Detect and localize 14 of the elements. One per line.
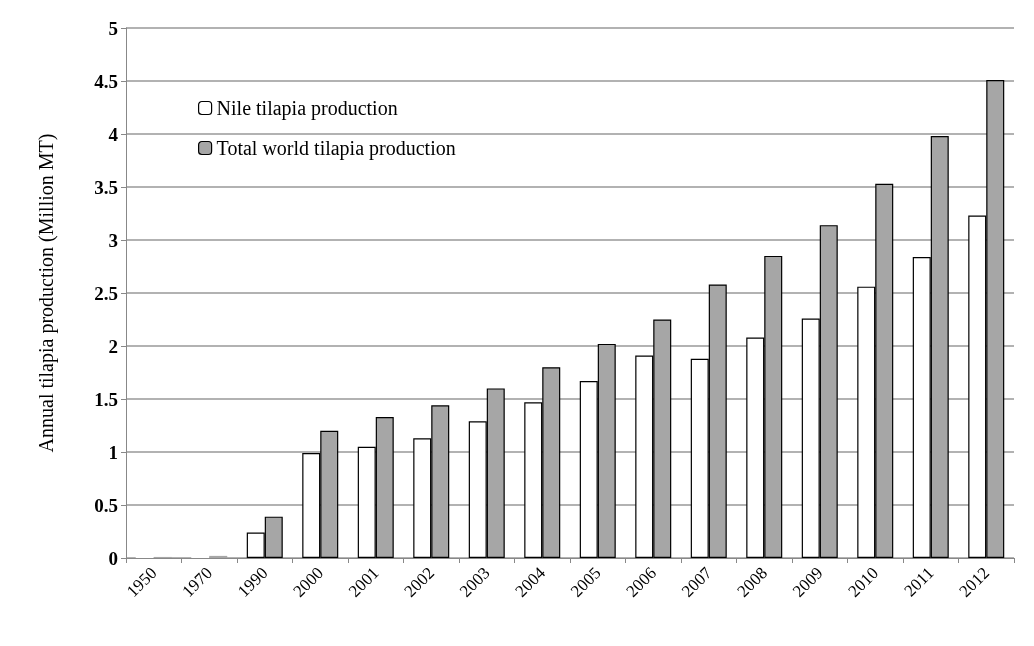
- legend-label: Total world tilapia production: [216, 137, 456, 160]
- y-tick-label: 1.5: [94, 388, 118, 410]
- y-tick-label: 3: [108, 229, 118, 251]
- y-tick-label: 4: [108, 123, 119, 145]
- y-tick-label: 5: [108, 17, 118, 39]
- legend-label: Nile tilapia production: [216, 97, 398, 120]
- y-tick-label: 0: [108, 547, 118, 569]
- y-tick-label: 1: [108, 441, 118, 463]
- y-tick-label: 0.5: [94, 494, 118, 516]
- y-tick-label: 2: [108, 335, 118, 357]
- y-tick-label: 2.5: [94, 282, 118, 304]
- y-tick-label: 4.5: [94, 70, 118, 92]
- y-tick-label: 3.5: [94, 176, 118, 198]
- y-axis-title: Annual tilapia production (Million MT): [35, 133, 58, 453]
